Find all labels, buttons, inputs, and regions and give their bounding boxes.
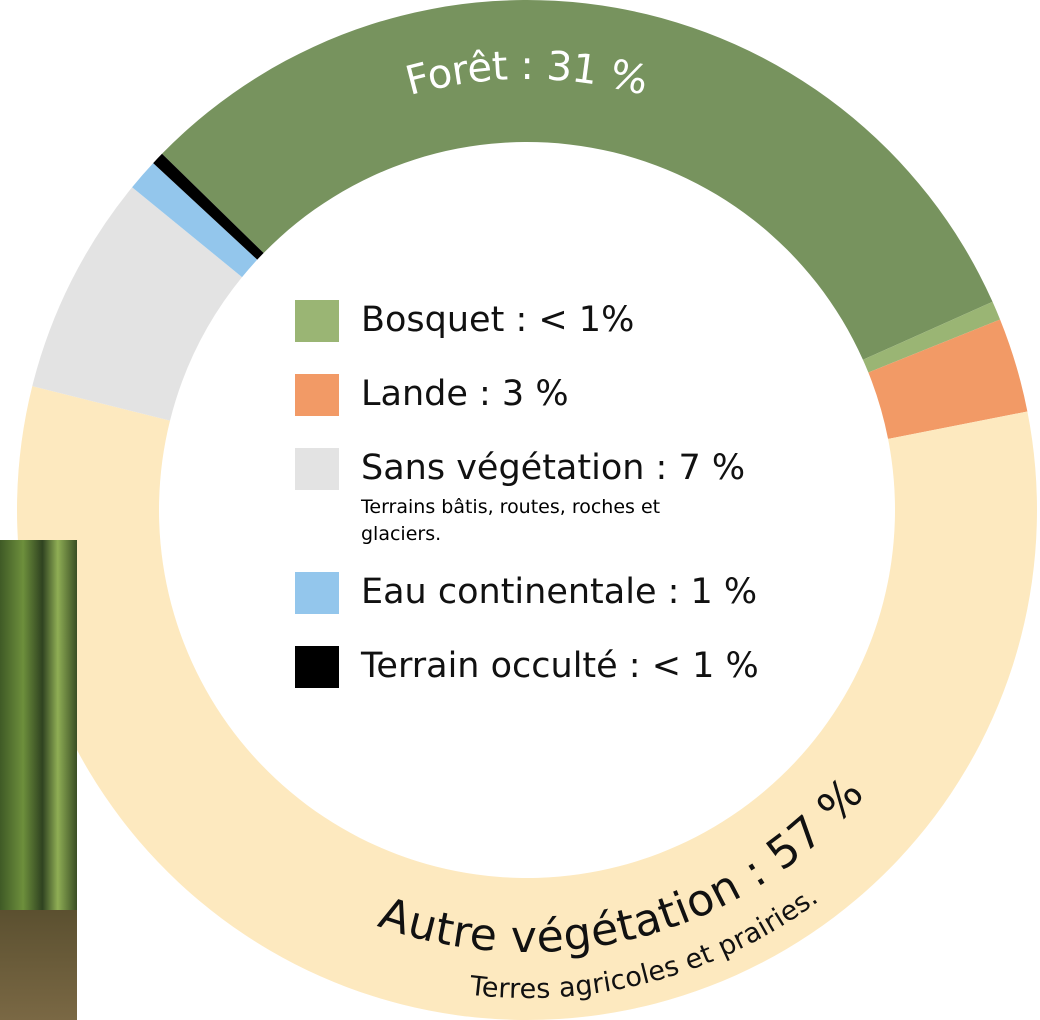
legend-label: Sans végétation : 7 %: [361, 446, 745, 490]
legend-swatch: [295, 300, 339, 342]
page: Forêt : 31 %Autre végétation : 57 %Terre…: [0, 0, 1040, 1020]
legend-text: Sans végétation : 7 %Terrains bâtis, rou…: [361, 446, 745, 540]
legend-item: Lande : 3 %: [295, 372, 855, 416]
legend-label: Bosquet : < 1%: [361, 298, 634, 342]
legend-swatch: [295, 448, 339, 490]
legend-swatch: [295, 374, 339, 416]
legend-item: Terrain occulté : < 1 %: [295, 644, 855, 688]
legend-swatch: [295, 572, 339, 614]
legend-label: Lande : 3 %: [361, 372, 569, 416]
legend-label: Eau continentale : 1 %: [361, 570, 757, 614]
legend-swatch: [295, 646, 339, 688]
legend-text: Terrain occulté : < 1 %: [361, 644, 759, 688]
forest-photo: [0, 540, 77, 1020]
legend: Bosquet : < 1% Lande : 3 % Sans végétation…: [295, 298, 855, 718]
legend-label: Terrain occulté : < 1 %: [361, 644, 759, 688]
legend-text: Eau continentale : 1 %: [361, 570, 757, 614]
legend-item: Eau continentale : 1 %: [295, 570, 855, 614]
legend-text: Lande : 3 %: [361, 372, 569, 416]
legend-item: Sans végétation : 7 %Terrains bâtis, rou…: [295, 446, 855, 540]
legend-text: Bosquet : < 1%: [361, 298, 634, 342]
legend-item: Bosquet : < 1%: [295, 298, 855, 342]
legend-note: Terrains bâtis, routes, roches et glacie…: [361, 494, 661, 548]
